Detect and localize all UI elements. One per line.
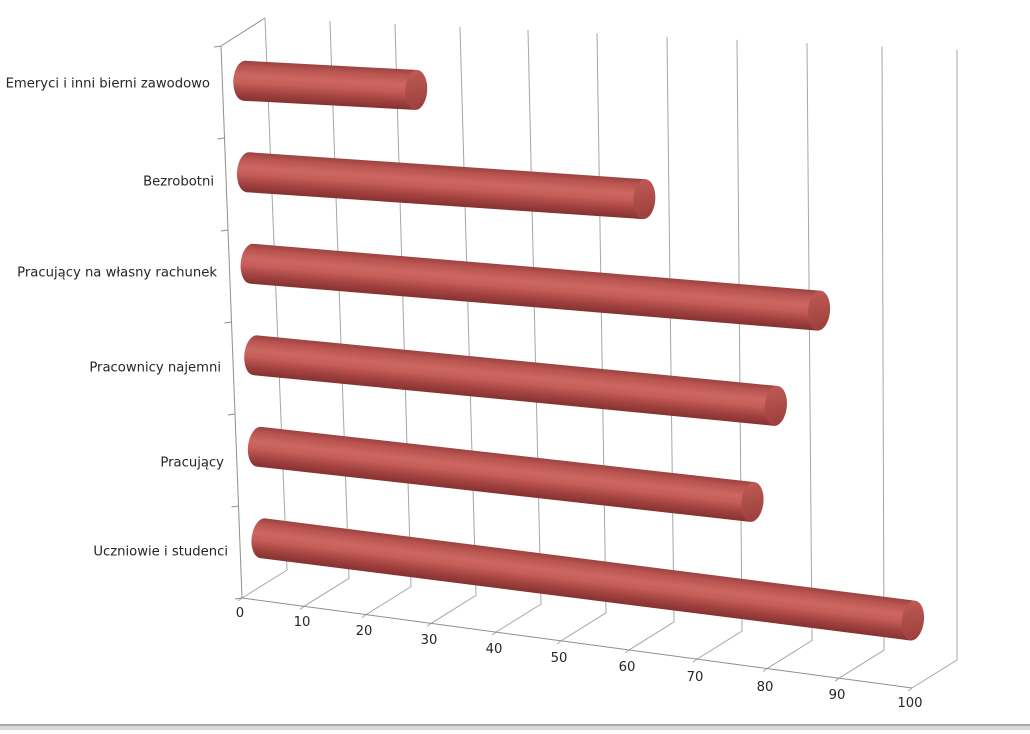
category-axis-tick bbox=[234, 597, 243, 600]
category-label-pracownicy-najemni: Pracownicy najemni bbox=[89, 361, 221, 376]
value-tick-label-60: 60 bbox=[619, 660, 636, 675]
bar-body bbox=[243, 60, 418, 110]
bar-end bbox=[405, 69, 428, 110]
bar-end bbox=[807, 290, 831, 331]
gridline-80 bbox=[762, 43, 813, 672]
bar-body bbox=[250, 243, 821, 331]
bar-body bbox=[246, 152, 646, 220]
gridline-30 bbox=[426, 27, 477, 627]
bar-end bbox=[764, 385, 787, 426]
gridline-20 bbox=[361, 23, 412, 619]
window-bottom-strip bbox=[0, 724, 1030, 730]
value-tick-label-50: 50 bbox=[551, 651, 568, 666]
bar-end-cap bbox=[807, 290, 831, 331]
value-tick-label-100: 100 bbox=[897, 696, 922, 711]
gridline-100 bbox=[907, 50, 958, 692]
bar-cylinder-pracuj-cy-na-w-asny-rachunek bbox=[240, 243, 831, 331]
category-label-emeryci-i-inni-bierni-zawodowo: Emeryci i inni bierni zawodowo bbox=[6, 77, 210, 92]
category-axis-tick bbox=[220, 229, 229, 232]
bar-end-cap bbox=[901, 600, 925, 641]
bar-end bbox=[901, 600, 925, 641]
bar-end bbox=[633, 179, 656, 220]
value-tick-label-0: 0 bbox=[236, 606, 244, 621]
category-axis-tick bbox=[217, 137, 225, 140]
value-tick-label-70: 70 bbox=[687, 670, 704, 685]
category-label-pracuj-cy-na-w-asny-rachunek: Pracujący na własny rachunek bbox=[17, 266, 217, 281]
gridline-10 bbox=[299, 20, 350, 610]
bar-cylinder-emeryci-i-inni-bierni-zawodowo bbox=[233, 60, 428, 110]
category-label-uczniowie-i-studenci: Uczniowie i studenci bbox=[93, 545, 228, 560]
value-tick-label-30: 30 bbox=[421, 633, 438, 648]
bar-end-cap bbox=[405, 69, 428, 110]
category-axis-tick bbox=[231, 505, 239, 508]
gridlines bbox=[237, 17, 958, 692]
value-axis-labels: 0 10 20 30 40 50 60 70 80 90 100 bbox=[236, 606, 923, 711]
bar-cylinder-pracownicy-najemni bbox=[244, 335, 787, 426]
top-left-depth-edge bbox=[220, 17, 266, 47]
bar-end-cap bbox=[764, 385, 787, 426]
category-label-pracuj-cy: Pracujący bbox=[160, 456, 224, 471]
bar-end-cap bbox=[633, 179, 656, 220]
bar-cylinder-uczniowie-i-studenci bbox=[251, 518, 925, 641]
bar-cylinder-pracuj-cy bbox=[247, 426, 764, 522]
bar-body bbox=[253, 335, 778, 426]
gridline-70 bbox=[692, 39, 743, 663]
category-axis-tick bbox=[213, 45, 222, 48]
category-label-bezrobotni: Bezrobotni bbox=[143, 175, 214, 190]
value-tick-label-90: 90 bbox=[829, 688, 846, 703]
bar-body bbox=[260, 518, 916, 641]
bar-body bbox=[256, 426, 755, 522]
category-axis-tick bbox=[224, 321, 232, 324]
gridline-0 bbox=[237, 17, 288, 602]
axes bbox=[213, 17, 913, 689]
gridline-50 bbox=[556, 33, 607, 645]
gridline-90 bbox=[834, 46, 885, 682]
gridline-60 bbox=[624, 36, 675, 654]
bars bbox=[233, 60, 925, 641]
value-axis-front-edge bbox=[241, 597, 913, 689]
bar-end-cap bbox=[741, 482, 764, 522]
value-tick-label-40: 40 bbox=[486, 642, 503, 657]
value-tick-label-20: 20 bbox=[356, 624, 373, 639]
category-axis-tick bbox=[227, 413, 236, 416]
bar-end bbox=[741, 482, 764, 522]
category-axis-labels: Emeryci i inni bierni zawodowo Bezrobotni… bbox=[6, 77, 228, 560]
gridline-40 bbox=[491, 30, 542, 636]
value-tick-label-10: 10 bbox=[294, 615, 311, 630]
bar-cylinder-bezrobotni bbox=[236, 152, 656, 220]
value-tick-label-80: 80 bbox=[757, 680, 774, 695]
